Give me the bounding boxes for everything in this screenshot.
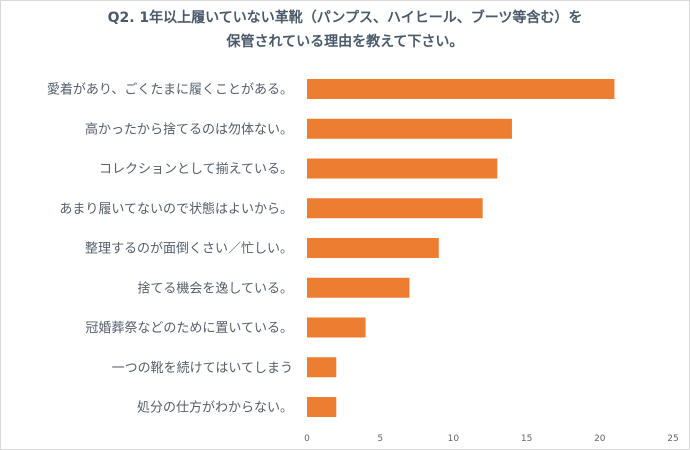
bar (307, 357, 337, 378)
bar (307, 238, 439, 258)
bar (307, 198, 483, 219)
category-label: 整理するのが面倒くさい／忙しい。 (85, 242, 293, 257)
chart-title: Q2. 1年以上履いていない革靴（パンプス、ハイヒール、ブーツ等含む）を 保管さ… (0, 6, 690, 54)
category-label: 処分の仕方がわからない。 (137, 400, 293, 416)
category-label: あまり履いてないので状態はよいから。 (59, 201, 293, 217)
category-label: コレクションとして揃えている。 (99, 161, 293, 177)
bar (307, 317, 366, 338)
x-tick-label: 0 (304, 434, 310, 444)
bar (307, 277, 410, 298)
bar (307, 79, 615, 99)
chart-title-line-2: 保管されている理由を教えて下さい。 (226, 34, 464, 50)
chart-title-line-1: Q2. 1年以上履いていない革靴（パンプス、ハイヒール、ブーツ等含む）を (107, 10, 583, 26)
category-label: 愛着があり、ごくたまに履くことがある。 (47, 82, 293, 98)
bar (307, 158, 498, 179)
x-tick-label: 5 (377, 434, 383, 444)
category-label: 冠婚葬祭などのために置いている。 (85, 321, 293, 336)
bar (307, 397, 337, 417)
category-label: 捨てる機会を逸している。 (137, 280, 293, 296)
category-label: 一つの靴を続けてはいてしまう (112, 361, 293, 376)
bar (307, 118, 512, 139)
x-tick-label: 10 (448, 434, 460, 444)
x-tick-label: 15 (521, 434, 532, 444)
x-tick-label: 25 (667, 434, 678, 444)
category-label: 高かったから捨てるのは勿体ない。 (85, 121, 293, 137)
x-tick-label: 20 (594, 434, 606, 444)
